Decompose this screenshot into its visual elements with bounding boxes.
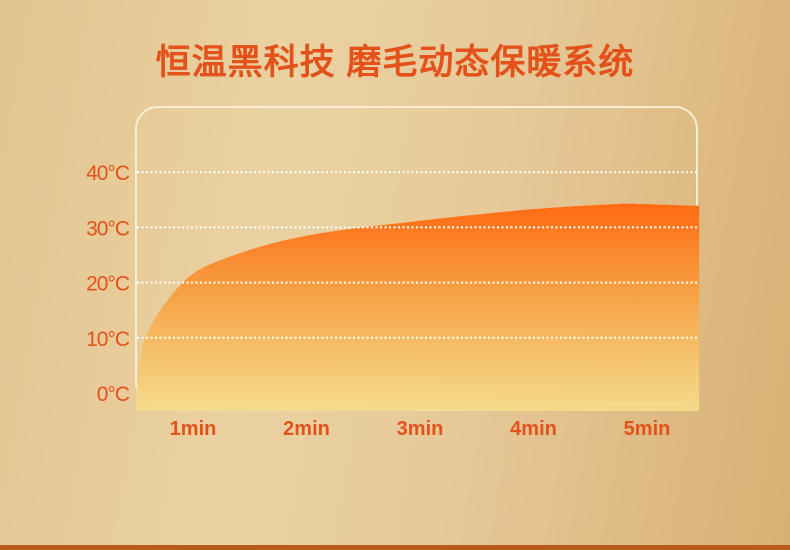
page-title: 恒温黑科技 磨毛动态保暖系统 [155,43,635,82]
x-tick-label: 3min [397,418,444,440]
x-tick-label: 2min [283,418,330,440]
bottom-divider [0,545,790,550]
y-tick-label: 40°C [86,162,130,185]
x-tick-label: 1min [170,418,217,440]
x-tick-label: 5min [624,418,671,440]
y-tick-label: 0°C [97,383,130,406]
y-tick-label: 10°C [86,328,130,351]
y-tick-label: 20°C [86,273,130,296]
y-tick-label: 30°C [86,217,130,240]
temperature-area [136,203,700,411]
x-tick-label: 4min [510,418,557,440]
